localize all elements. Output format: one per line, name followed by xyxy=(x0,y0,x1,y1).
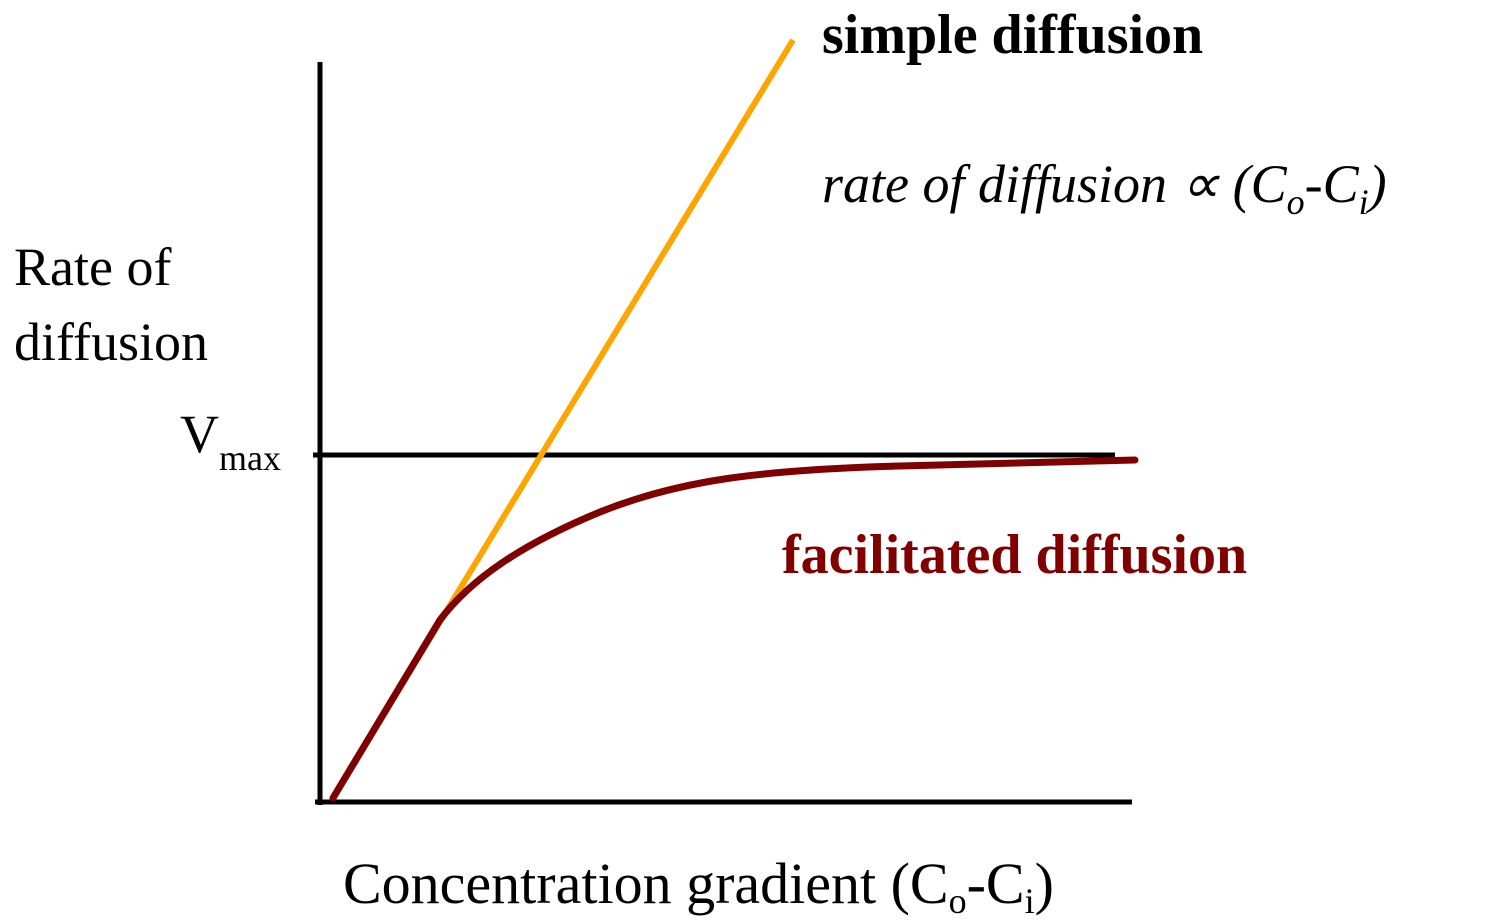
simple-label: simple diffusion xyxy=(822,4,1203,66)
y-axis-label: diffusion xyxy=(14,312,208,372)
formula-text: -C xyxy=(1305,154,1360,214)
x-label-text: ) xyxy=(1035,851,1054,916)
x-label-text: Concentration gradient (C xyxy=(343,851,949,916)
facilitated-label: facilitated diffusion xyxy=(782,524,1247,586)
vmax-label: Vmax xyxy=(180,404,281,478)
vmax-sub: max xyxy=(219,438,281,478)
x-label-sub: o xyxy=(949,881,967,920)
formula-text: rate of diffusion ∝ (C xyxy=(822,154,1288,214)
formula-sub: i xyxy=(1359,182,1369,222)
x-axis-label: Concentration gradient (Co-Ci) xyxy=(343,851,1054,920)
x-label-sub: i xyxy=(1025,881,1035,920)
y-axis-label: Rate of xyxy=(14,237,171,297)
formula-text: ) xyxy=(1366,154,1387,214)
formula-sub: o xyxy=(1287,182,1305,222)
x-label-text: -C xyxy=(967,851,1025,916)
vmax-v: V xyxy=(180,404,219,464)
facilitated-diffusion-curve xyxy=(329,456,1139,802)
formula: rate of diffusion ∝ (Co-Ci) xyxy=(822,154,1387,222)
